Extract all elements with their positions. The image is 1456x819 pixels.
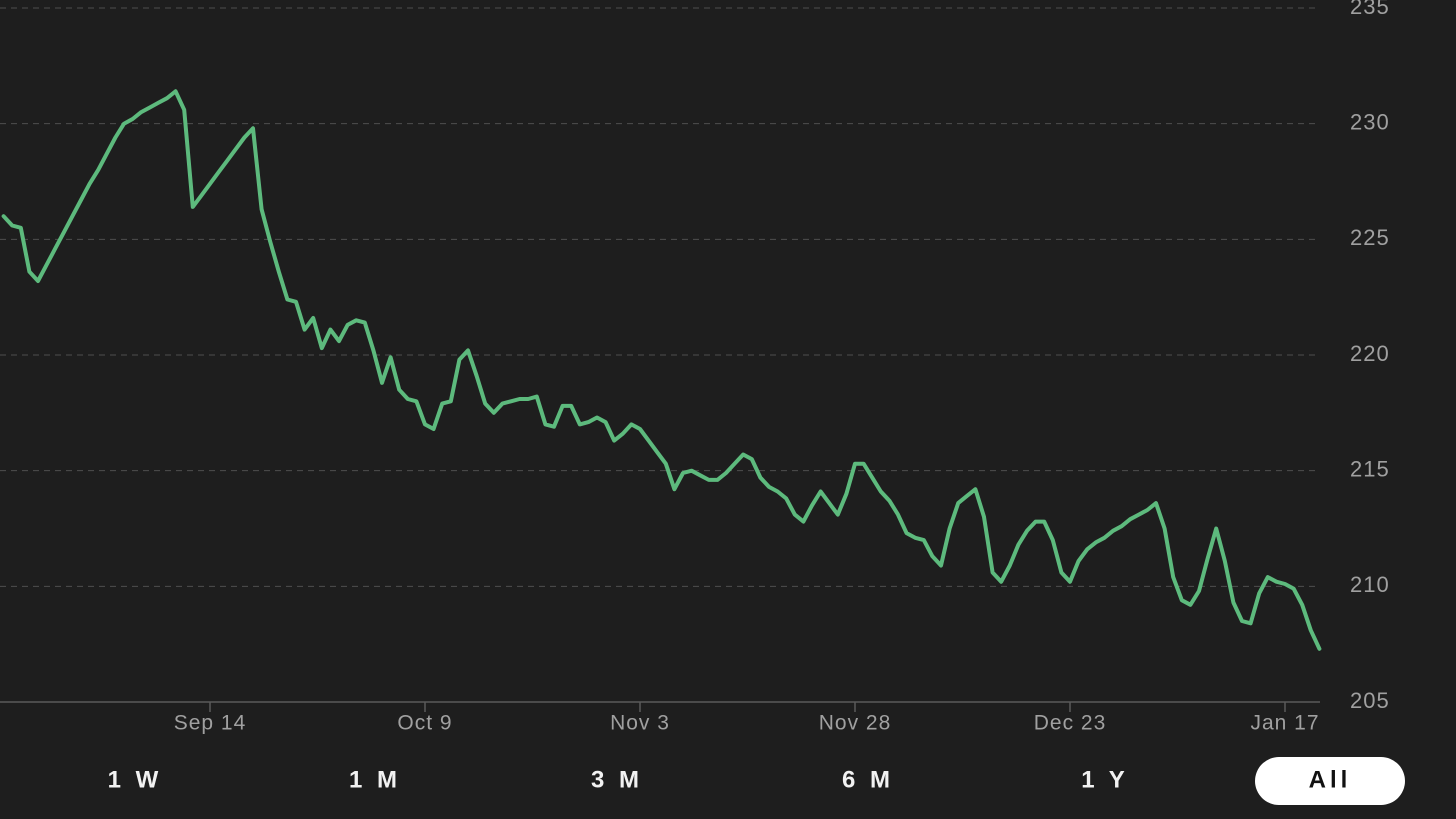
range-button[interactable]: 1 M xyxy=(349,766,401,793)
y-tick-label: 205 xyxy=(1350,688,1390,713)
selected-range-pill[interactable] xyxy=(1255,757,1405,805)
x-tick-label: Dec 23 xyxy=(1034,712,1107,735)
price-line xyxy=(1,89,1322,651)
y-tick-label: 230 xyxy=(1350,109,1390,134)
x-tick-label: Jan 17 xyxy=(1250,712,1319,735)
x-tick-label: Nov 28 xyxy=(819,712,892,735)
range-button[interactable]: 6 M xyxy=(842,766,894,793)
range-button[interactable]: 1 Y xyxy=(1081,766,1129,793)
range-button[interactable]: 3 M xyxy=(591,766,643,793)
y-tick-label: 210 xyxy=(1350,572,1390,597)
y-tick-label: 220 xyxy=(1350,341,1390,366)
y-tick-label: 225 xyxy=(1350,225,1390,250)
y-tick-label: 235 xyxy=(1350,0,1390,19)
y-tick-label: 215 xyxy=(1350,456,1390,481)
range-button[interactable]: 1 W xyxy=(108,766,163,793)
x-tick-label: Sep 14 xyxy=(174,712,247,735)
range-button[interactable]: All xyxy=(1309,766,1352,793)
x-tick-label: Oct 9 xyxy=(397,712,452,735)
x-tick-label: Nov 3 xyxy=(610,712,670,735)
